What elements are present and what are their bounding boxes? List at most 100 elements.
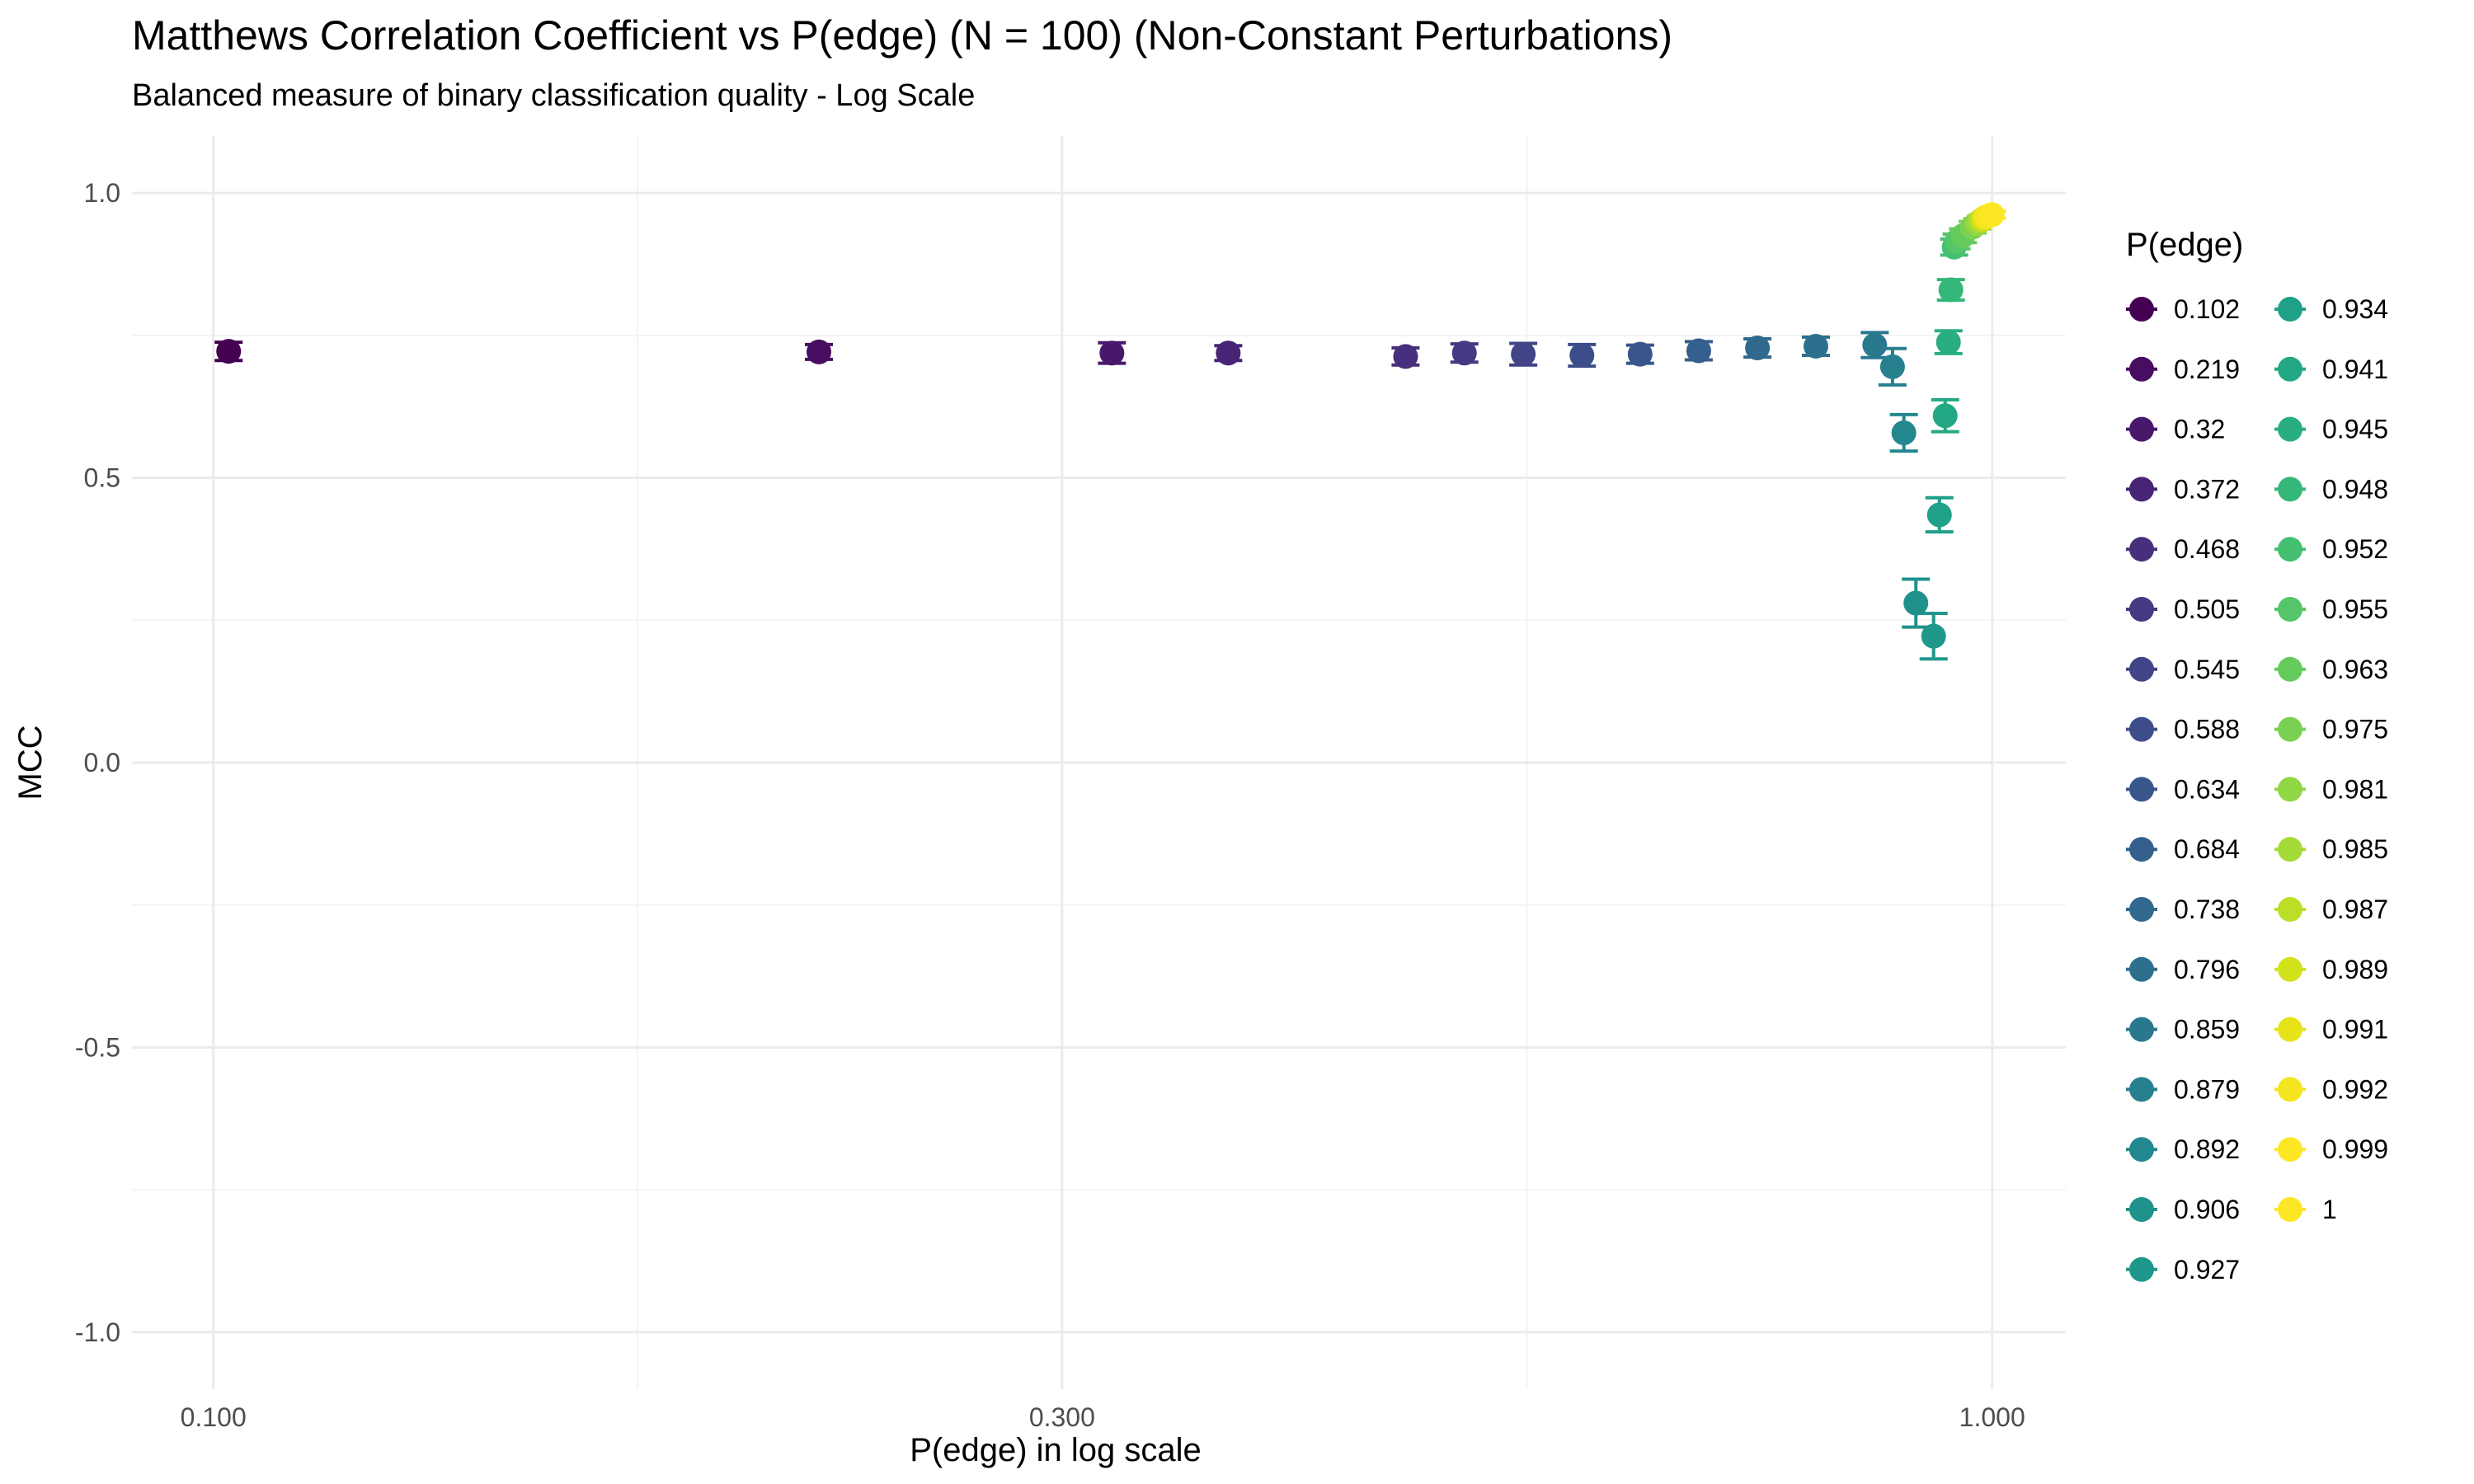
data-points bbox=[216, 202, 2005, 649]
legend-item: 0.588 bbox=[2126, 715, 2240, 744]
legend-key-point bbox=[2278, 356, 2302, 382]
data-point bbox=[1979, 202, 2005, 228]
legend-label: 0.32 bbox=[2174, 415, 2225, 444]
data-point bbox=[1938, 277, 1964, 303]
chart-subtitle: Balanced measure of binary classificatio… bbox=[132, 78, 975, 113]
legend-key-point bbox=[2129, 897, 2154, 922]
legend-item: 0.219 bbox=[2126, 355, 2240, 384]
legend-item: 0.879 bbox=[2126, 1074, 2240, 1104]
legend-item: 0.948 bbox=[2274, 474, 2388, 504]
legend-key-point bbox=[2278, 477, 2302, 502]
legend-label: 0.906 bbox=[2174, 1195, 2240, 1224]
legend-label: 0.985 bbox=[2322, 834, 2388, 864]
legend-label: 0.941 bbox=[2322, 355, 2388, 384]
legend-label: 0.952 bbox=[2322, 534, 2388, 564]
x-tick-label: 1.000 bbox=[1959, 1402, 2025, 1432]
legend-label: 0.102 bbox=[2174, 294, 2240, 324]
legend-key-point bbox=[2278, 777, 2302, 802]
grid bbox=[132, 136, 2066, 1389]
legend-item: 0.952 bbox=[2274, 534, 2388, 564]
legend-key-point bbox=[2278, 956, 2302, 982]
legend-label: 0.796 bbox=[2174, 955, 2240, 984]
data-point bbox=[1891, 420, 1917, 445]
legend-title: P(edge) bbox=[2126, 227, 2243, 263]
legend-item: 0.372 bbox=[2126, 474, 2240, 504]
y-axis-ticks: 1.0 0.5 0.0 -0.5 -1.0 bbox=[75, 178, 120, 1347]
data-point bbox=[1099, 340, 1125, 366]
data-point bbox=[1932, 403, 1958, 429]
legend-label: 0.588 bbox=[2174, 715, 2240, 744]
legend-label: 0.738 bbox=[2174, 895, 2240, 924]
legend-item: 0.955 bbox=[2274, 594, 2388, 624]
legend-key-point bbox=[2278, 297, 2302, 322]
legend-item: 0.985 bbox=[2274, 834, 2388, 864]
legend-label: 0.955 bbox=[2322, 594, 2388, 624]
x-axis-title: P(edge) in log scale bbox=[910, 1432, 1202, 1468]
data-point bbox=[1745, 336, 1771, 361]
legend-label: 1 bbox=[2322, 1195, 2337, 1224]
legend-item: 0.992 bbox=[2274, 1074, 2388, 1104]
legend-key-point bbox=[2278, 537, 2302, 562]
y-tick-label: -0.5 bbox=[75, 1032, 120, 1062]
legend-item: 0.927 bbox=[2126, 1255, 2240, 1284]
data-point bbox=[1686, 338, 1711, 364]
legend-key-point bbox=[2278, 416, 2302, 442]
x-tick-label: 0.300 bbox=[1029, 1402, 1095, 1432]
legend-label: 0.545 bbox=[2174, 655, 2240, 684]
legend-key-point bbox=[2129, 656, 2154, 682]
y-tick-label: 0.5 bbox=[84, 463, 120, 493]
legend-item: 0.999 bbox=[2274, 1134, 2388, 1164]
legend-label: 0.634 bbox=[2174, 774, 2240, 804]
y-tick-label: 0.0 bbox=[84, 748, 120, 777]
legend: 0.102 0.219 0.32 0.372 0.468 0.505 0.545 0.588 0… bbox=[2126, 294, 2388, 1284]
legend-key-point bbox=[2278, 1137, 2302, 1162]
legend-key-point bbox=[2129, 956, 2154, 982]
legend-label: 0.991 bbox=[2322, 1015, 2388, 1045]
data-point bbox=[1451, 340, 1477, 366]
legend-label: 0.981 bbox=[2322, 774, 2388, 804]
legend-label: 0.468 bbox=[2174, 534, 2240, 564]
data-point bbox=[1511, 341, 1536, 367]
legend-key-point bbox=[2278, 1077, 2302, 1102]
y-axis-title: MCC bbox=[12, 725, 49, 800]
data-point bbox=[216, 339, 242, 364]
legend-item: 0.991 bbox=[2274, 1015, 2388, 1045]
legend-item: 0.975 bbox=[2274, 715, 2388, 744]
legend-key-point bbox=[2129, 716, 2154, 742]
legend-item: 1 bbox=[2274, 1195, 2337, 1224]
y-tick-label: -1.0 bbox=[75, 1317, 120, 1347]
legend-label: 0.989 bbox=[2322, 955, 2388, 984]
legend-item: 0.981 bbox=[2274, 774, 2388, 804]
legend-item: 0.684 bbox=[2126, 834, 2240, 864]
data-point bbox=[1921, 623, 1946, 649]
legend-item: 0.941 bbox=[2274, 355, 2388, 384]
legend-item: 0.892 bbox=[2126, 1134, 2240, 1164]
legend-item: 0.989 bbox=[2274, 955, 2388, 984]
x-tick-label: 0.100 bbox=[181, 1402, 247, 1432]
legend-item: 0.545 bbox=[2126, 655, 2240, 684]
legend-label: 0.684 bbox=[2174, 834, 2240, 864]
data-point bbox=[1393, 344, 1418, 369]
legend-item: 0.945 bbox=[2274, 415, 2388, 444]
data-point bbox=[1216, 340, 1241, 366]
legend-key-point bbox=[2129, 1017, 2154, 1042]
data-point bbox=[1903, 590, 1929, 616]
data-point bbox=[1926, 502, 1952, 528]
legend-label: 0.505 bbox=[2174, 594, 2240, 624]
legend-key-point bbox=[2129, 1197, 2154, 1222]
legend-label: 0.879 bbox=[2174, 1074, 2240, 1104]
legend-label: 0.999 bbox=[2322, 1134, 2388, 1164]
legend-key-point bbox=[2129, 837, 2154, 862]
legend-key-point bbox=[2129, 477, 2154, 502]
legend-item: 0.963 bbox=[2274, 655, 2388, 684]
legend-label: 0.992 bbox=[2322, 1074, 2388, 1104]
legend-key-point bbox=[2278, 656, 2302, 682]
legend-item: 0.906 bbox=[2126, 1195, 2240, 1224]
legend-item: 0.987 bbox=[2274, 895, 2388, 924]
legend-label: 0.963 bbox=[2322, 655, 2388, 684]
data-point bbox=[1803, 333, 1828, 359]
legend-key-point bbox=[2129, 597, 2154, 622]
legend-item: 0.32 bbox=[2126, 415, 2225, 444]
legend-key-point bbox=[2278, 597, 2302, 622]
legend-label: 0.945 bbox=[2322, 415, 2388, 444]
